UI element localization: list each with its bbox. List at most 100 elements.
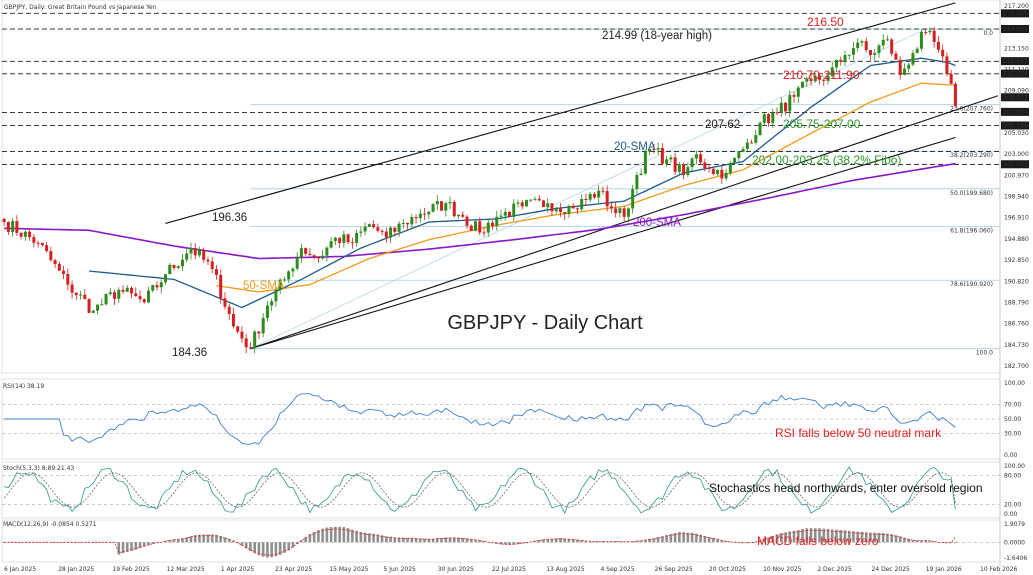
macd-bar	[368, 533, 371, 543]
date-tick: 19 Feb 2025	[112, 566, 150, 573]
price-tag-label: 216.495	[1003, 10, 1028, 17]
date-tick: 30 Jun 2025	[438, 566, 474, 573]
macd-bar	[805, 528, 809, 543]
macd-bar	[724, 541, 728, 543]
macd-bar	[440, 537, 443, 543]
price-tick: 182.700	[1004, 363, 1029, 370]
macd-bar	[304, 537, 307, 543]
macd-bar	[58, 542, 61, 543]
sma20-label: 20-SMA	[614, 141, 656, 153]
price-tag	[1001, 9, 1029, 18]
macd-comment: MACD falls below zero	[757, 534, 879, 548]
candle-body	[745, 142, 749, 149]
candle-body	[193, 248, 197, 256]
candle-body	[495, 216, 499, 226]
fibo-label: 78.6(190.920)	[950, 281, 993, 288]
candle-body	[164, 274, 168, 283]
candle-body	[733, 158, 737, 164]
candle-body	[669, 157, 673, 160]
candle-body	[601, 190, 605, 192]
price-tag-label: 207.054	[1003, 109, 1028, 116]
price-tick: 194.880	[1004, 236, 1029, 243]
macd-bar	[448, 537, 452, 543]
macd-bar	[338, 526, 341, 543]
candle-body	[737, 151, 741, 159]
candle-body	[690, 158, 694, 168]
price-tag-label: 208.452	[1003, 94, 1028, 101]
candle-body	[393, 227, 397, 232]
candle-body	[329, 241, 333, 248]
fibonacci-layer: 0.0 23.6(207.760) 38.2(203.290) 50.0(199.68…	[250, 28, 1000, 357]
macd-bar	[763, 538, 766, 543]
candle-body	[507, 211, 511, 217]
candle-body	[138, 296, 142, 300]
macd-bar	[554, 538, 558, 543]
candle-body	[796, 87, 800, 97]
candle-body	[567, 205, 571, 214]
candle-body	[584, 198, 588, 200]
macd-bar	[410, 537, 414, 543]
price-tick: 200.970	[1004, 172, 1029, 179]
candle-body	[911, 52, 915, 65]
fibo-label: 38.2(203.290)	[950, 152, 993, 159]
date-tick: 1 Apr 2025	[221, 566, 254, 573]
macd-bar	[121, 542, 125, 554]
date-tick: 22 Jul 2025	[492, 566, 526, 573]
candle-body	[805, 78, 809, 82]
macd-bar	[402, 537, 405, 543]
macd-bar	[125, 542, 129, 552]
macd-bar	[788, 531, 792, 543]
macd-bar	[843, 530, 847, 543]
rsi-panel-tick: 0.00	[1004, 452, 1018, 459]
candle-body	[87, 299, 91, 313]
candle-body	[265, 305, 269, 319]
candle-body	[635, 175, 639, 190]
candle-body	[151, 285, 155, 291]
candle-body	[367, 224, 371, 227]
price-tag-label: 205.748	[1003, 122, 1028, 129]
high-annotation: 214.99 (18-year high)	[602, 30, 712, 42]
macd-bar	[75, 542, 78, 543]
candle-body	[6, 222, 10, 232]
candle-body	[100, 304, 104, 306]
price-tick: 190.820	[1004, 278, 1029, 285]
macd-bar	[877, 532, 881, 543]
candle-body	[665, 159, 669, 164]
candle-body	[881, 39, 885, 46]
candle-body	[36, 242, 40, 244]
price-tag	[1001, 25, 1029, 34]
candle-body	[134, 293, 138, 297]
macd-bar	[300, 540, 303, 543]
macd-bar	[465, 538, 469, 543]
fibo-label: 61.8(196.060)	[950, 228, 993, 235]
macd-bar	[813, 528, 817, 543]
macd-bar	[537, 540, 541, 543]
candle-body	[784, 102, 788, 112]
candle-body	[380, 230, 384, 232]
price-tag	[1001, 160, 1029, 169]
candle-body	[720, 169, 724, 179]
candle-body	[673, 157, 677, 172]
macd-bar	[134, 542, 138, 550]
macd-bar	[363, 532, 367, 543]
candle-body	[414, 217, 418, 219]
candle-body	[423, 213, 427, 215]
candle-body	[643, 151, 647, 174]
date-tick: 28 Jan 2025	[58, 566, 94, 573]
macd-bar	[954, 542, 957, 544]
macd-bar	[359, 532, 363, 543]
candle-body	[750, 142, 754, 144]
stoch-k-line	[4, 466, 956, 514]
candle-body	[384, 231, 388, 238]
macd-bar	[19, 542, 23, 543]
macd-bar	[478, 540, 482, 543]
macd-bar	[593, 541, 596, 543]
candle-body	[346, 234, 350, 243]
macd-bar	[270, 542, 273, 558]
macd-panel-title: MACD(12,26,9) -0.0854 0.5271	[3, 521, 97, 528]
candle-body	[656, 148, 660, 150]
macd-bar	[423, 538, 426, 543]
candle-body	[79, 294, 83, 296]
candle-body	[108, 292, 112, 295]
macd-bar	[406, 537, 409, 543]
